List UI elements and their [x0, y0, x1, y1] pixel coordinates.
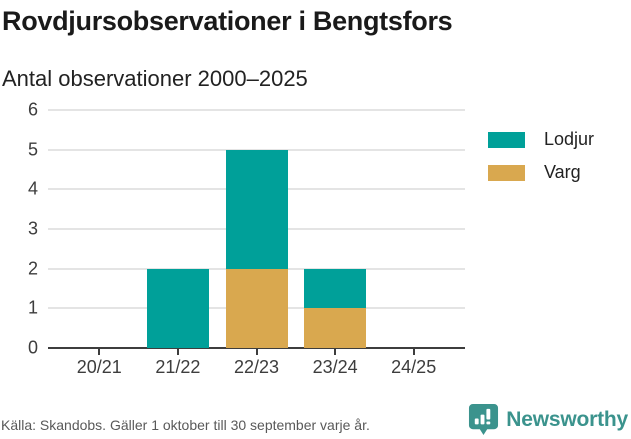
source-note: Källa: Skandobs. Gäller 1 oktober till 3…	[1, 417, 370, 433]
legend-label-varg: Varg	[544, 162, 581, 182]
x-tick-label-22-23: 22/23	[233, 357, 280, 377]
plot-area	[48, 109, 465, 349]
x-tick-label-23-24: 23/24	[312, 357, 358, 377]
x-tick-label-21-22: 21/22	[155, 357, 201, 377]
legend-label-lodjur: Lodjur	[544, 129, 595, 149]
legend: Lodjur Varg	[488, 129, 594, 183]
gridline-y-6	[48, 109, 465, 111]
legend-swatch-lodjur	[488, 131, 525, 148]
bar-segment-lodjur-21-22	[146, 268, 209, 348]
bar-segment-lodjur-23-24	[304, 268, 367, 309]
x-tick-label-24-25: 24/25	[391, 357, 437, 377]
legend-swatch-varg	[488, 164, 525, 181]
y-tick-label-6: 6	[27, 99, 38, 120]
y-tick-label-2: 2	[27, 258, 38, 279]
y-tick-label-0: 0	[27, 337, 38, 358]
x-tick-24-25	[412, 349, 415, 355]
chart-title: Rovdjursobservationer i Bengtsfors	[2, 6, 453, 36]
y-tick-label-1: 1	[27, 297, 38, 318]
x-tick-23-24	[334, 349, 337, 355]
y-tick-label-5: 5	[27, 139, 38, 160]
gridline-y-5	[48, 148, 465, 151]
x-tick-20-21	[98, 349, 101, 355]
brand-logo: Newsworthy	[468, 403, 628, 436]
y-tick-label-3: 3	[27, 218, 38, 239]
brand-name: Newsworthy	[506, 407, 628, 431]
x-tick-22-23	[255, 349, 258, 355]
bar-segment-lodjur-22-23	[225, 149, 288, 269]
x-tick-21-22	[176, 349, 179, 355]
newsworthy-speech-bubble-icon	[469, 404, 499, 435]
legend-item-varg: Varg	[488, 162, 594, 183]
x-tick-label-20-21: 20/21	[76, 357, 122, 377]
x-axis-line	[48, 347, 465, 349]
bar-segment-varg-23-24	[304, 308, 367, 348]
legend-item-lodjur: Lodjur	[488, 129, 594, 150]
chart-subtitle: Antal observationer 2000–2025	[2, 66, 308, 91]
y-tick-label-4: 4	[27, 178, 38, 199]
bar-segment-varg-22-23	[225, 268, 288, 348]
